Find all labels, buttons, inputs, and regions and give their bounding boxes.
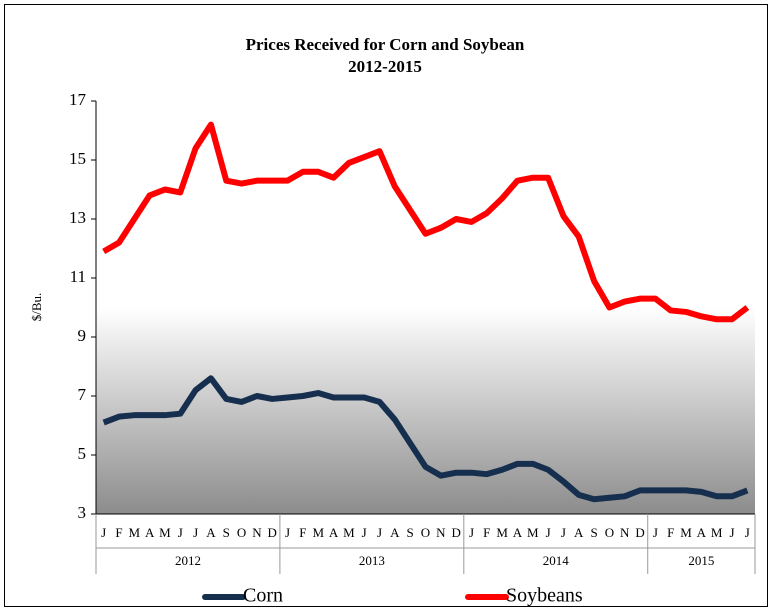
x-tick-label: F — [115, 525, 122, 540]
x-tick-label: F — [667, 525, 674, 540]
x-tick-label: J — [193, 525, 198, 540]
x-tick-label: S — [407, 525, 414, 540]
x-tick-label: M — [343, 525, 355, 540]
chart-subtitle: 2012-2015 — [348, 57, 422, 76]
x-tick-label: J — [546, 525, 551, 540]
x-tick-label: D — [268, 525, 277, 540]
x-tick-label: M — [496, 525, 508, 540]
x-tick-label: J — [362, 525, 367, 540]
x-tick-label: O — [421, 525, 430, 540]
x-tick-label: S — [590, 525, 597, 540]
x-tick-label: M — [129, 525, 141, 540]
y-tick-label: 9 — [78, 326, 87, 345]
y-tick-label: 15 — [69, 149, 86, 168]
x-tick-label: F — [483, 525, 490, 540]
x-tick-label: J — [377, 525, 382, 540]
x-tick-label: J — [729, 525, 734, 540]
y-tick-label: 3 — [78, 503, 87, 522]
y-tick-label: 5 — [78, 444, 87, 463]
x-tick-label: O — [605, 525, 614, 540]
x-group-label: 2015 — [688, 553, 714, 568]
legend-label: Soybeans — [506, 585, 583, 607]
x-tick-label: N — [436, 525, 446, 540]
x-tick-label: A — [145, 525, 155, 540]
y-axis-label: $/Bu. — [29, 293, 44, 322]
x-tick-label: J — [469, 525, 474, 540]
x-tick-label: F — [299, 525, 306, 540]
x-tick-label: A — [329, 525, 339, 540]
x-tick-label: J — [561, 525, 566, 540]
series-line — [102, 121, 750, 323]
x-tick-label: J — [745, 525, 750, 540]
y-tick-label: 13 — [69, 208, 86, 227]
x-tick-label: S — [223, 525, 230, 540]
series-line — [102, 375, 749, 503]
x-group-label: 2012 — [175, 553, 201, 568]
x-tick-label: M — [312, 525, 324, 540]
plot-area — [96, 101, 755, 514]
x-tick-label: J — [101, 525, 106, 540]
x-tick-label: A — [390, 525, 400, 540]
x-group-label: 2013 — [359, 553, 385, 568]
x-tick-label: A — [697, 525, 707, 540]
chart-title: Prices Received for Corn and Soybean — [246, 35, 525, 54]
x-tick-label: M — [680, 525, 692, 540]
x-tick-label: J — [178, 525, 183, 540]
x-tick-label: A — [206, 525, 216, 540]
x-tick-label: O — [237, 525, 246, 540]
x-tick-label: M — [711, 525, 723, 540]
legend-label: Corn — [243, 585, 283, 607]
y-tick-label: 17 — [69, 90, 87, 109]
x-tick-label: N — [252, 525, 262, 540]
x-tick-label: M — [527, 525, 539, 540]
y-tick-label: 11 — [70, 267, 86, 286]
x-tick-label: M — [159, 525, 171, 540]
x-group-label: 2014 — [543, 553, 570, 568]
x-tick-label: A — [513, 525, 523, 540]
x-tick-label: D — [451, 525, 460, 540]
x-tick-label: A — [574, 525, 584, 540]
x-tick-label: D — [635, 525, 644, 540]
x-tick-label: N — [620, 525, 630, 540]
y-tick-label: 7 — [78, 385, 87, 404]
x-tick-label: J — [285, 525, 290, 540]
x-tick-label: J — [653, 525, 658, 540]
